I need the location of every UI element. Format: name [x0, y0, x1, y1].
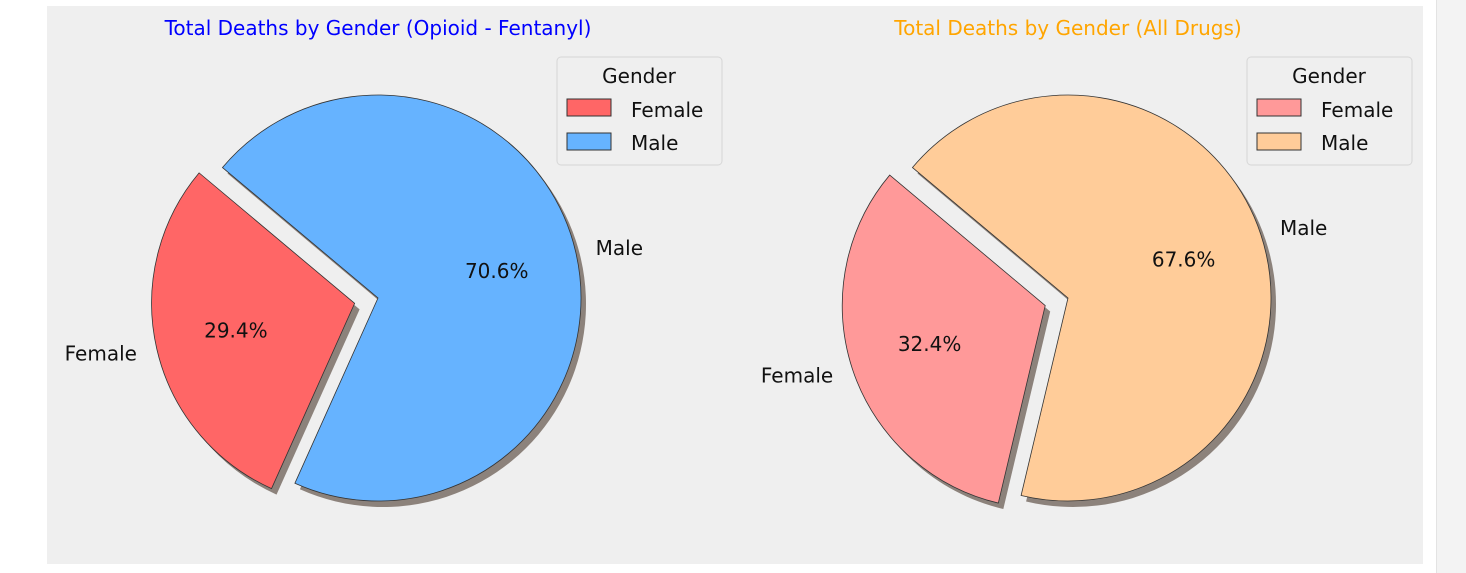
chart-fentanyl: Total Deaths by Gender (Opioid - Fentany… — [65, 16, 723, 507]
slice-percent-label: 29.4% — [204, 319, 268, 343]
legend-swatch-female — [1256, 98, 1302, 117]
pie-slices: 32.4% Female 67.6% Male — [761, 94, 1327, 510]
slice-percent-label: 67.6% — [1152, 248, 1216, 272]
pie-slice-female — [841, 174, 1046, 504]
legend-swatch-male — [566, 132, 612, 151]
chart-title: Total Deaths by Gender (All Drugs) — [893, 16, 1241, 40]
legend-swatch-male — [1256, 132, 1302, 151]
chart-figure: Total Deaths by Gender (Opioid - Fentany… — [47, 6, 1423, 564]
slice-percent-label: 70.6% — [465, 259, 529, 283]
pie-slice-male — [911, 94, 1272, 502]
chart-title: Total Deaths by Gender (Opioid - Fentany… — [164, 16, 592, 40]
legend-title: Gender — [602, 64, 676, 88]
pie-slice-male — [221, 94, 582, 502]
slice-category-label: Male — [1280, 216, 1327, 240]
legend: Gender Female Male — [556, 56, 723, 166]
legend-label-female: Female — [1321, 98, 1393, 122]
legend-label-female: Female — [631, 98, 703, 122]
vertical-scrollbar[interactable] — [1436, 0, 1466, 573]
slice-category-label: Male — [596, 236, 643, 260]
slice-percent-label: 32.4% — [898, 332, 962, 356]
legend-title: Gender — [1292, 64, 1366, 88]
legend-label-male: Male — [1321, 131, 1368, 155]
legend-swatch-female — [566, 98, 612, 117]
pie-slices: 29.4% Female 70.6% Male — [65, 94, 643, 507]
legend: Gender Female Male — [1246, 56, 1413, 166]
pie-slice-female — [151, 172, 356, 490]
chart-all-drugs: Total Deaths by Gender (All Drugs) 32.4%… — [761, 16, 1413, 510]
slice-category-label: Female — [65, 341, 137, 365]
legend-label-male: Male — [631, 131, 678, 155]
slice-category-label: Female — [761, 364, 833, 388]
